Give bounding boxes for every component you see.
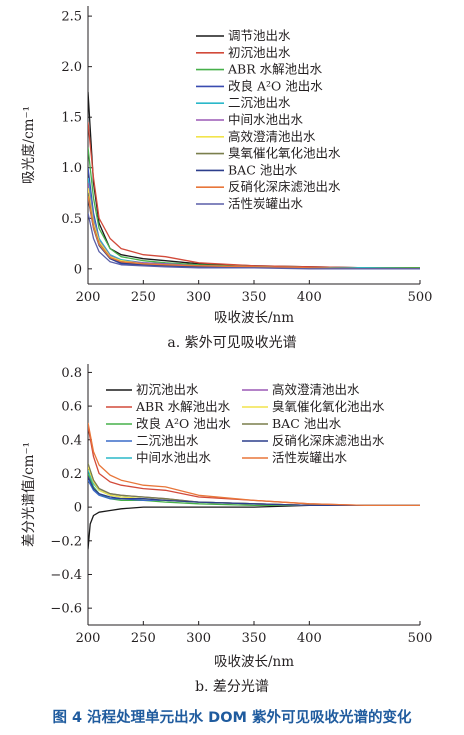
- y-tick-label: 0.8: [61, 366, 82, 381]
- x-tick-label: 350: [242, 631, 267, 646]
- series-line: [88, 422, 420, 507]
- x-tick-label: 500: [408, 290, 433, 305]
- x-axis-label: 吸收波长/nm: [214, 654, 294, 670]
- legend-label: 臭氧催化氧化池出水: [272, 399, 385, 414]
- y-tick-label: −0.2: [50, 534, 82, 549]
- legend-label: 改良 A²O 池出水: [136, 416, 231, 431]
- y-tick-label: −0.4: [50, 568, 82, 583]
- chart-a: 200 250 300 350 400 500 0 0.5 1.0 1.5 2.0 2.5 吸收波长/n…: [21, 6, 432, 326]
- x-tick-label: 350: [242, 290, 267, 305]
- x-tick-label: 500: [408, 631, 433, 646]
- legend-label: 二沉池出水: [228, 95, 291, 110]
- y-tick-label: 2.0: [61, 60, 82, 75]
- legend-label: 活性炭罐出水: [272, 450, 348, 465]
- x-tick-label: 250: [131, 290, 156, 305]
- y-tick-label: 0.4: [61, 433, 82, 448]
- legend-label: BAC 池出水: [272, 416, 342, 431]
- y-axis-label: 吸光度/cm⁻¹: [21, 106, 37, 184]
- x-tick-label: 400: [297, 631, 322, 646]
- y-axis-label: 差分光谱值/cm⁻¹: [21, 442, 37, 547]
- legend-label: 中间水池出水: [136, 450, 212, 465]
- figure-caption: 图 4 沿程处理单元出水 DOM 紫外可见吸收光谱的变化: [52, 710, 412, 726]
- series-line: [88, 476, 420, 507]
- series-line: [88, 504, 420, 550]
- x-tick-label: 300: [186, 631, 211, 646]
- legend-label: 臭氧催化氧化池出水: [228, 146, 341, 161]
- x-tick-label: 200: [76, 290, 101, 305]
- x-tick-label: 200: [76, 631, 101, 646]
- legend-label: 二沉池出水: [136, 433, 199, 448]
- x-tick-label: 400: [297, 290, 322, 305]
- legend-label: 中间水池出水: [228, 112, 304, 127]
- x-axis-label: 吸收波长/nm: [214, 310, 294, 326]
- chart-b: 200 250 300 350 400 500 −0.6 −0.4 −0.2 0 0.2 0.4 0.6…: [21, 364, 432, 670]
- legend-label: 活性炭罐出水: [228, 196, 304, 211]
- y-tick-label: 1.0: [61, 161, 82, 176]
- subfigure-a-caption: a. 紫外可见吸收光谱: [167, 335, 297, 351]
- y-tick-label: 1.5: [61, 111, 82, 126]
- legend-label: BAC 池出水: [228, 162, 298, 177]
- legend-label: ABR 水解池出水: [227, 62, 323, 77]
- legend-label: ABR 水解池出水: [135, 399, 231, 414]
- y-tick-label: 2.5: [61, 10, 82, 25]
- y-tick-label: 0.2: [61, 467, 82, 482]
- legend-label: 初沉池出水: [228, 45, 291, 60]
- y-tick-label: 0: [74, 262, 82, 277]
- legend-label: 改良 A²O 池出水: [228, 78, 323, 93]
- legend-label: 反硝化深床滤池出水: [228, 179, 341, 194]
- y-tick-label: 0.5: [61, 212, 82, 227]
- y-tick-label: 0: [74, 501, 82, 516]
- y-tick-label: −0.6: [50, 602, 82, 617]
- y-tick-label: 0.6: [61, 400, 82, 415]
- legend-label: 调节池出水: [228, 28, 291, 43]
- x-tick-label: 300: [186, 290, 211, 305]
- series-line: [88, 213, 420, 270]
- legend-label: 反硝化深床滤池出水: [272, 433, 385, 448]
- series-line: [88, 195, 420, 270]
- subfigure-b-caption: b. 差分光谱: [195, 679, 269, 695]
- x-tick-label: 250: [131, 631, 156, 646]
- legend-label: 初沉池出水: [136, 382, 199, 397]
- legend-label: 高效澄清池出水: [272, 382, 360, 397]
- series-line: [88, 122, 420, 269]
- legend-label: 高效澄清池出水: [228, 129, 316, 144]
